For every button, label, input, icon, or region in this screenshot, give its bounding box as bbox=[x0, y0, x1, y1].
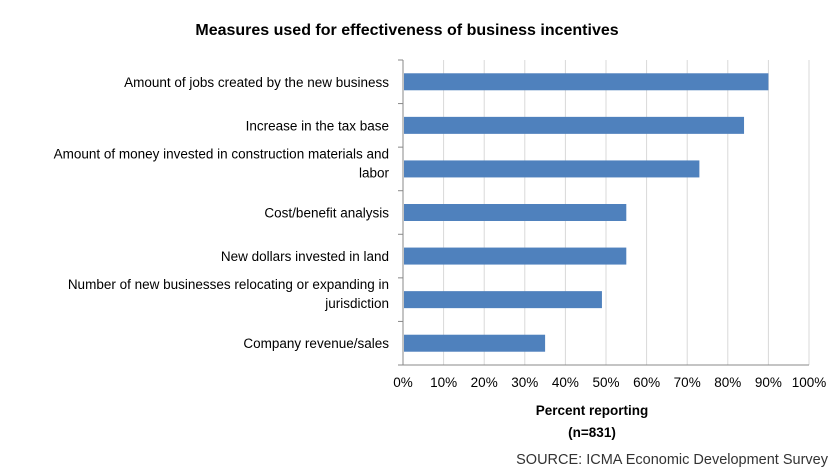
bar bbox=[404, 160, 700, 178]
x-tick-label: 0% bbox=[393, 375, 413, 390]
x-tick-label: 90% bbox=[755, 375, 782, 390]
category-label: Cost/benefit analysis bbox=[264, 206, 389, 221]
bar bbox=[404, 334, 546, 352]
bar bbox=[404, 291, 602, 309]
x-axis-label: Percent reporting bbox=[536, 403, 649, 418]
bar bbox=[404, 204, 627, 221]
bars bbox=[404, 73, 769, 352]
x-tick-label: 100% bbox=[792, 375, 827, 390]
category-label: jurisdiction bbox=[324, 296, 389, 311]
bar bbox=[404, 73, 769, 91]
x-tick-labels: 0% 10% 20% 30% 40% 50% 60% 70% 80% 90% 100% bbox=[393, 375, 826, 390]
category-label: labor bbox=[359, 165, 390, 180]
category-label: Amount of jobs created by the new busine… bbox=[124, 75, 389, 90]
x-axis-sublabel: (n=831) bbox=[568, 425, 616, 440]
x-tick-label: 20% bbox=[471, 375, 498, 390]
bar bbox=[404, 116, 745, 134]
category-label: New dollars invested in land bbox=[221, 249, 389, 264]
category-label: Company revenue/sales bbox=[243, 336, 389, 351]
chart-title: Measures used for effectiveness of busin… bbox=[195, 22, 618, 39]
x-tick-label: 30% bbox=[511, 375, 538, 390]
x-tick-label: 60% bbox=[633, 375, 660, 390]
category-label: Increase in the tax base bbox=[246, 118, 389, 133]
category-labels: Amount of jobs created by the new busine… bbox=[54, 75, 390, 351]
x-tick-label: 10% bbox=[430, 375, 457, 390]
category-label: Number of new businesses relocating or e… bbox=[68, 277, 389, 292]
category-label: Amount of money invested in construction… bbox=[54, 146, 389, 161]
x-tick-label: 40% bbox=[552, 375, 579, 390]
x-tick-label: 50% bbox=[592, 375, 619, 390]
x-tick-label: 80% bbox=[714, 375, 741, 390]
bar bbox=[404, 247, 627, 265]
source-note: SOURCE: ICMA Economic Development Survey bbox=[516, 452, 829, 468]
x-tick-label: 70% bbox=[674, 375, 701, 390]
